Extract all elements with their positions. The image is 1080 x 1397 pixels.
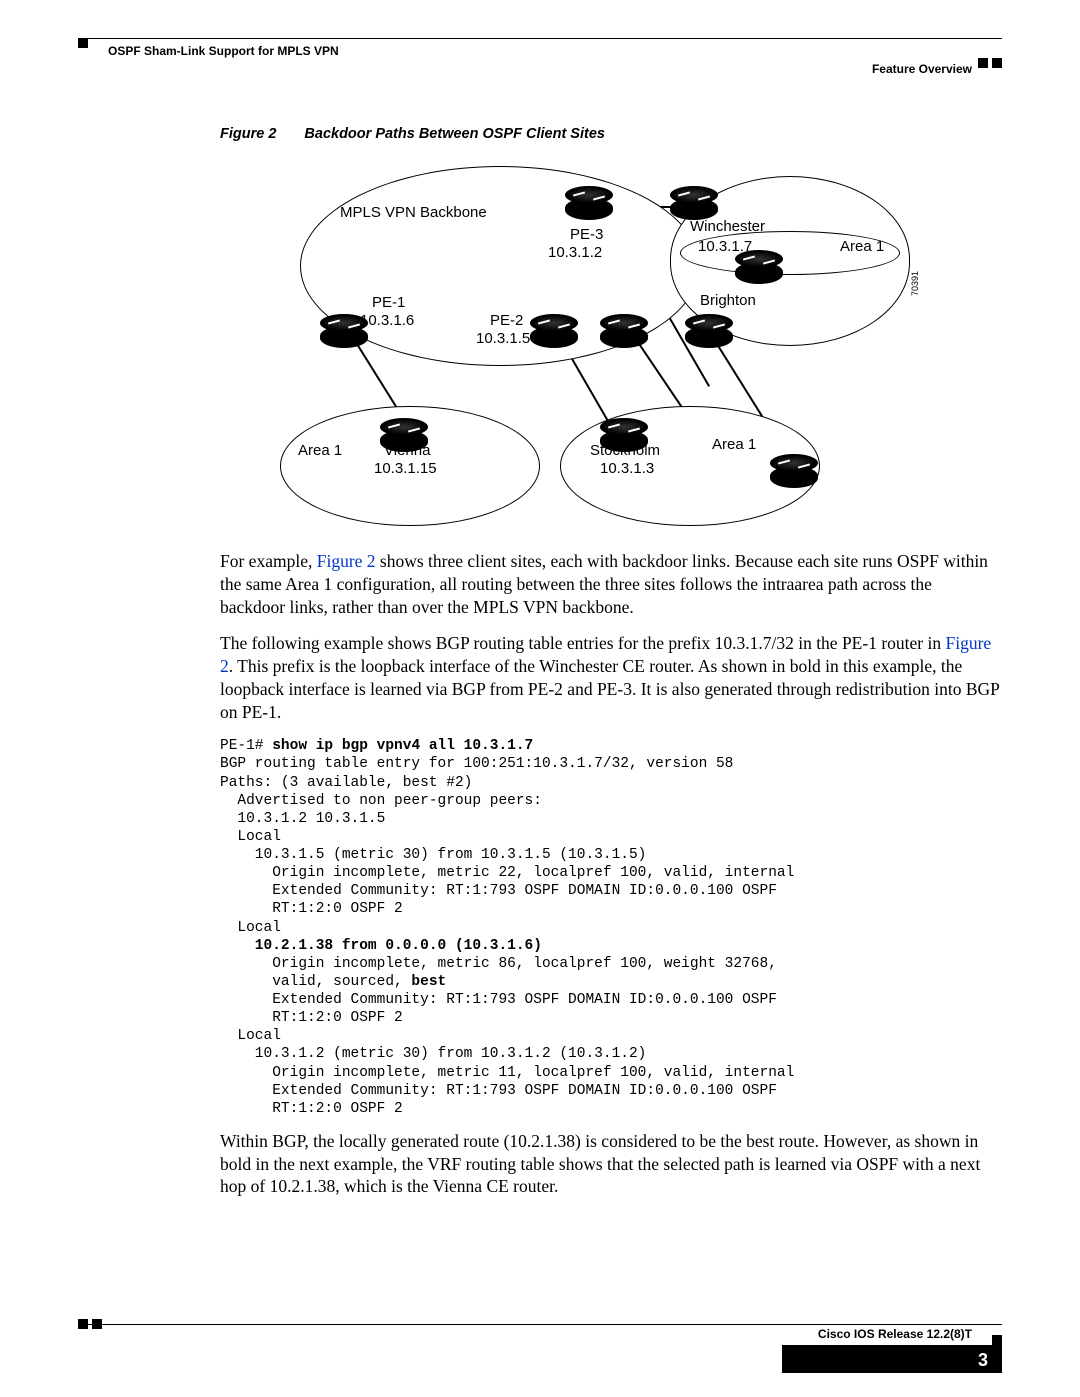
figure-title: Backdoor Paths Between OSPF Client Sites [304,126,605,142]
cli-line: Origin incomplete, metric 11, localpref … [220,1065,794,1081]
paragraph: The following example shows BGP routing … [220,632,1000,723]
cli-line: Local [220,920,281,936]
text: The following example shows BGP routing … [220,633,945,653]
page-number: 3 [978,1350,988,1371]
label-backbone: MPLS VPN Backbone [340,204,487,222]
figure-id: 70391 [910,271,920,296]
cli-line: Advertised to non peer-group peers: [220,793,542,809]
cli-line: Paths: (3 available, best #2) [220,775,472,791]
paragraph: Within BGP, the locally generated route … [220,1130,1000,1198]
cli-line: Origin incomplete, metric 22, localpref … [220,865,794,881]
cli-output: PE-1# show ip bgp vpnv4 all 10.3.1.7 BGP… [220,737,1000,1118]
label-pe3-ip: 10.3.1.2 [548,244,602,262]
header-rule [78,38,1002,39]
content: Figure 2 Backdoor Paths Between OSPF Clie… [220,126,1000,1212]
router-icon [670,186,718,220]
footer-square [78,1319,88,1329]
header-square-right-2 [978,58,988,68]
cli-line: RT:1:2:0 OSPF 2 [220,901,403,917]
figure-caption: Figure 2 Backdoor Paths Between OSPF Clie… [220,126,1000,142]
router-icon [770,454,818,488]
text: . This prefix is the loopback interface … [220,656,999,722]
cli-prompt: PE-1# [220,738,272,754]
router-icon [685,314,733,348]
figure-number: Figure 2 [220,126,276,142]
label-vienna-ip: 10.3.1.15 [374,460,437,478]
page-number-box [782,1345,1002,1373]
router-icon [600,314,648,348]
label-pe1-ip: 10.3.1.6 [360,312,414,330]
label-winchester-ip: 10.3.1.7 [698,238,752,256]
cli-line: 10.3.1.2 10.3.1.5 [220,811,385,827]
label-pe2-ip: 10.3.1.5 [476,330,530,348]
router-icon [530,314,578,348]
label-area1-bl: Area 1 [298,442,342,460]
body-text: For example, Figure 2 shows three client… [220,550,1000,1198]
cli-line-bold: 10.2.1.38 from 0.0.0.0 (10.3.1.6) [220,938,542,954]
network-diagram: MPLS VPN Backbone PE-3 10.3.1.2 Winchest… [280,156,920,536]
label-winchester: Winchester [690,218,765,236]
footer-square [992,1335,1002,1345]
page: OSPF Sham-Link Support for MPLS VPN Feat… [0,0,1080,1397]
footer-square [92,1319,102,1329]
cli-line: valid, sourced, [220,974,403,990]
paragraph: For example, Figure 2 shows three client… [220,550,1000,618]
cli-line: Local [220,1028,281,1044]
cli-line: BGP routing table entry for 100:251:10.3… [220,756,733,772]
label-stockholm-ip: 10.3.1.3 [600,460,654,478]
label-area1-right: Area 1 [840,238,884,256]
header-section: Feature Overview [872,62,972,76]
cli-best: best [403,974,447,990]
footer-rule [78,1324,1002,1325]
cli-line: Origin incomplete, metric 86, localpref … [220,956,777,972]
cli-line: Local [220,829,281,845]
figure-link[interactable]: Figure 2 [317,551,376,571]
cli-line: RT:1:2:0 OSPF 2 [220,1010,403,1026]
label-brighton: Brighton [700,292,756,310]
header-square-left [78,38,88,48]
cli-command: show ip bgp vpnv4 all 10.3.1.7 [272,738,533,754]
label-stockholm: Stockholm [590,442,660,460]
header-square-right-1 [992,58,1002,68]
footer-release: Cisco IOS Release 12.2(8)T [818,1327,972,1341]
label-pe2: PE-2 [490,312,523,330]
header-title: OSPF Sham-Link Support for MPLS VPN [108,44,339,58]
cli-line: 10.3.1.2 (metric 30) from 10.3.1.2 (10.3… [220,1046,646,1062]
label-vienna: Vienna [384,442,430,460]
label-pe1: PE-1 [372,294,405,312]
cli-line: RT:1:2:0 OSPF 2 [220,1101,403,1117]
label-area1-br: Area 1 [712,436,756,454]
cli-line: Extended Community: RT:1:793 OSPF DOMAIN… [220,1083,777,1099]
cli-line: Extended Community: RT:1:793 OSPF DOMAIN… [220,992,777,1008]
cli-line: Extended Community: RT:1:793 OSPF DOMAIN… [220,883,777,899]
router-icon [565,186,613,220]
cli-line: 10.3.1.5 (metric 30) from 10.3.1.5 (10.3… [220,847,646,863]
text: For example, [220,551,317,571]
label-pe3: PE-3 [570,226,603,244]
